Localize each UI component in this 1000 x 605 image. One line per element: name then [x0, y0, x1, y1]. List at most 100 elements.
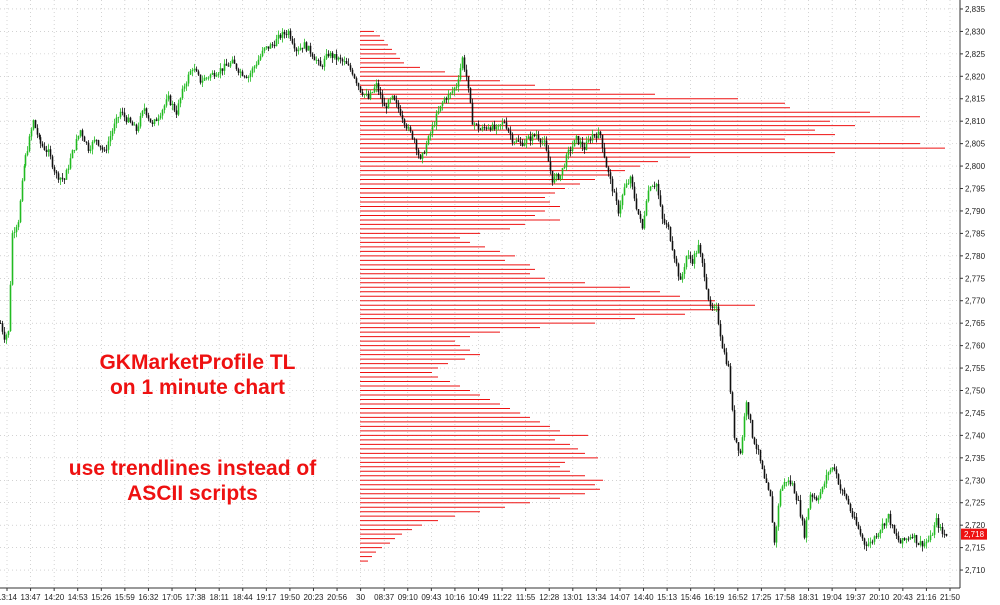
candle-body	[349, 65, 352, 70]
candle-body	[235, 63, 238, 70]
candle-body	[1, 323, 4, 332]
candle-body	[483, 127, 486, 128]
candle-body	[699, 244, 702, 254]
candle-body	[817, 497, 820, 501]
candle-body	[309, 45, 312, 54]
candle-body	[139, 116, 142, 127]
candle-body	[579, 141, 582, 145]
candle-body	[897, 535, 900, 541]
y-tick-label: 2,730	[965, 476, 986, 485]
candle-body	[113, 123, 116, 131]
candle-body	[531, 134, 534, 141]
candle-body	[929, 535, 932, 541]
candle-body	[601, 134, 604, 148]
candle-body	[861, 534, 864, 539]
candle-body	[395, 99, 398, 104]
candle-body	[299, 47, 302, 51]
candle-body	[597, 131, 600, 139]
candle-body	[875, 536, 878, 538]
candle-body	[263, 47, 266, 51]
candle-body	[275, 38, 278, 47]
candle-body	[539, 139, 542, 143]
x-tick-label: 14:20	[44, 593, 65, 602]
candle-body	[751, 420, 754, 438]
candle-body	[43, 146, 46, 151]
candle-body	[179, 98, 182, 104]
candle-body	[755, 443, 758, 449]
candle-body	[63, 178, 66, 180]
x-tick-label: 11:55	[516, 593, 536, 602]
candle-body	[565, 154, 568, 168]
y-tick-label: 2,815	[965, 95, 986, 104]
candle-body	[387, 99, 390, 109]
candle-body	[119, 111, 122, 118]
candle-body	[613, 191, 616, 193]
candle-body	[791, 483, 794, 485]
candle-body	[211, 72, 214, 75]
candle-body	[535, 135, 538, 137]
candle-body	[637, 209, 640, 215]
candle-body	[93, 139, 96, 142]
candle-body	[723, 348, 726, 353]
candle-body	[333, 53, 336, 58]
candle-body	[557, 173, 560, 180]
candle-body	[89, 149, 92, 151]
candle-body	[729, 366, 732, 393]
candle-body	[77, 135, 80, 140]
y-tick-label: 2,800	[965, 162, 986, 171]
candle-body	[809, 494, 812, 509]
candle-body	[587, 139, 590, 142]
x-tick-label: 20:10	[869, 593, 890, 602]
candle-body	[473, 123, 476, 125]
candle-body	[243, 75, 246, 77]
x-tick-label: 13:47	[21, 593, 42, 602]
candle-body	[795, 493, 798, 501]
candle-body	[301, 47, 304, 49]
candle-body	[369, 92, 372, 99]
y-tick-label: 2,715	[965, 544, 986, 553]
candle-body	[217, 73, 220, 76]
candle-body	[725, 352, 728, 365]
candle-body	[761, 460, 764, 470]
candle-body	[503, 122, 506, 123]
candle-body	[339, 57, 342, 60]
candle-body	[757, 448, 760, 450]
candle-body	[905, 538, 908, 540]
candle-body	[197, 71, 200, 75]
candle-body	[721, 336, 724, 349]
candle-body	[733, 409, 736, 438]
candle-body	[9, 284, 12, 332]
candle-body	[665, 223, 668, 225]
candle-body	[145, 108, 148, 116]
annotation-line-1: GKMarketProfile TL	[99, 351, 296, 374]
candle-body	[741, 437, 744, 454]
candle-body	[883, 523, 886, 526]
candle-body	[925, 541, 928, 544]
candle-body	[667, 224, 670, 228]
candle-body	[379, 91, 382, 95]
candle-body	[325, 53, 328, 59]
candle-body	[0, 323, 2, 324]
candle-body	[313, 56, 316, 61]
candle-body	[815, 497, 818, 501]
candle-body	[571, 146, 574, 152]
candle-body	[155, 119, 158, 121]
candle-body	[855, 517, 858, 525]
y-tick-label: 2,755	[965, 364, 986, 373]
candle-body	[689, 255, 692, 259]
candle-body	[793, 483, 796, 494]
candle-body	[373, 87, 376, 93]
candle-body	[463, 57, 466, 70]
last-price-badge-box	[961, 528, 987, 540]
candle-body	[713, 306, 716, 308]
candle-body	[509, 131, 512, 135]
candle-body	[79, 130, 82, 136]
candle-body	[505, 122, 508, 129]
candle-body	[469, 88, 472, 103]
candle-body	[97, 140, 100, 146]
candle-body	[615, 192, 618, 201]
candle-body	[493, 124, 496, 130]
last-price-badge-label: 2,718	[964, 530, 985, 539]
candle-body	[439, 105, 442, 111]
candle-body	[85, 141, 88, 143]
